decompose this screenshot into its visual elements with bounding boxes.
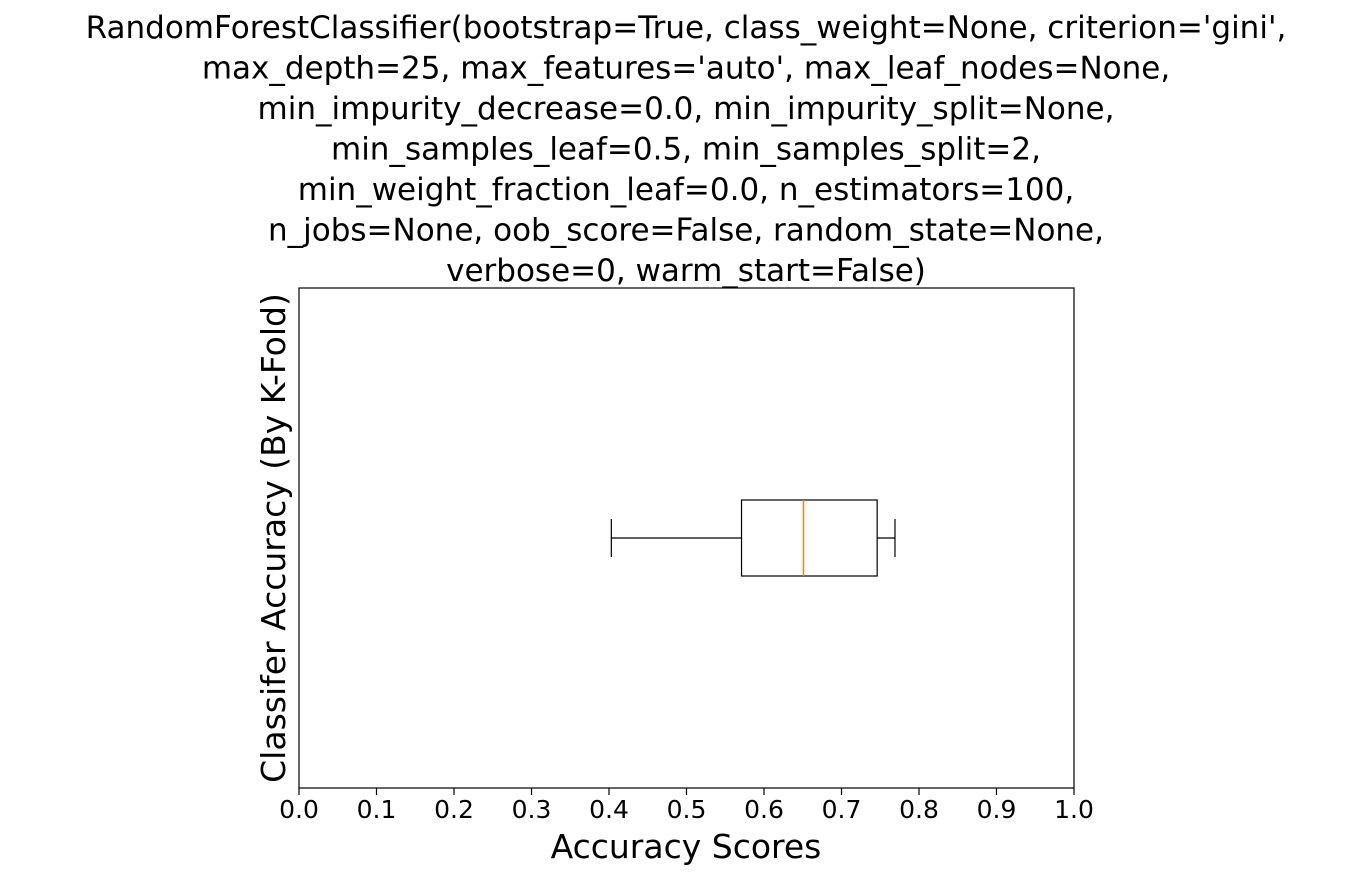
x-tick-label: 0.6 <box>744 795 784 824</box>
chart-title: RandomForestClassifier(bootstrap=True, c… <box>86 10 1287 289</box>
x-tick-label: 0.4 <box>589 795 629 824</box>
x-tick-label: 0.9 <box>977 795 1017 824</box>
x-tick-label: 0.2 <box>434 795 474 824</box>
x-tick-label: 0.0 <box>279 795 319 824</box>
x-tick-label: 1.0 <box>1054 795 1094 824</box>
x-axis-label: Accuracy Scores <box>551 827 822 866</box>
x-tick-label: 0.1 <box>357 795 397 824</box>
box-plot <box>610 499 896 577</box>
title-line: min_weight_fraction_leaf=0.0, n_estimato… <box>298 172 1074 208</box>
title-line: min_samples_leaf=0.5, min_samples_split=… <box>331 132 1041 168</box>
x-axis-ticks: 0.0 0.1 0.2 0.3 0.4 0.5 0.6 0.7 0.8 0.9 1.0 <box>279 788 1094 824</box>
x-tick-label: 0.8 <box>899 795 939 824</box>
title-line: min_impurity_decrease=0.0, min_impurity_… <box>258 91 1115 127</box>
title-line: RandomForestClassifier(bootstrap=True, c… <box>86 10 1287 46</box>
box-iqr <box>740 499 878 577</box>
title-line: verbose=0, warm_start=False) <box>446 253 926 289</box>
title-line: max_depth=25, max_features='auto', max_l… <box>202 51 1170 87</box>
y-axis-label: Classifer Accuracy (By K-Fold) <box>254 293 293 783</box>
x-tick-label: 0.3 <box>512 795 552 824</box>
x-tick-label: 0.7 <box>822 795 862 824</box>
title-line: n_jobs=None, oob_score=False, random_sta… <box>268 213 1104 249</box>
x-tick-label: 0.5 <box>667 795 707 824</box>
